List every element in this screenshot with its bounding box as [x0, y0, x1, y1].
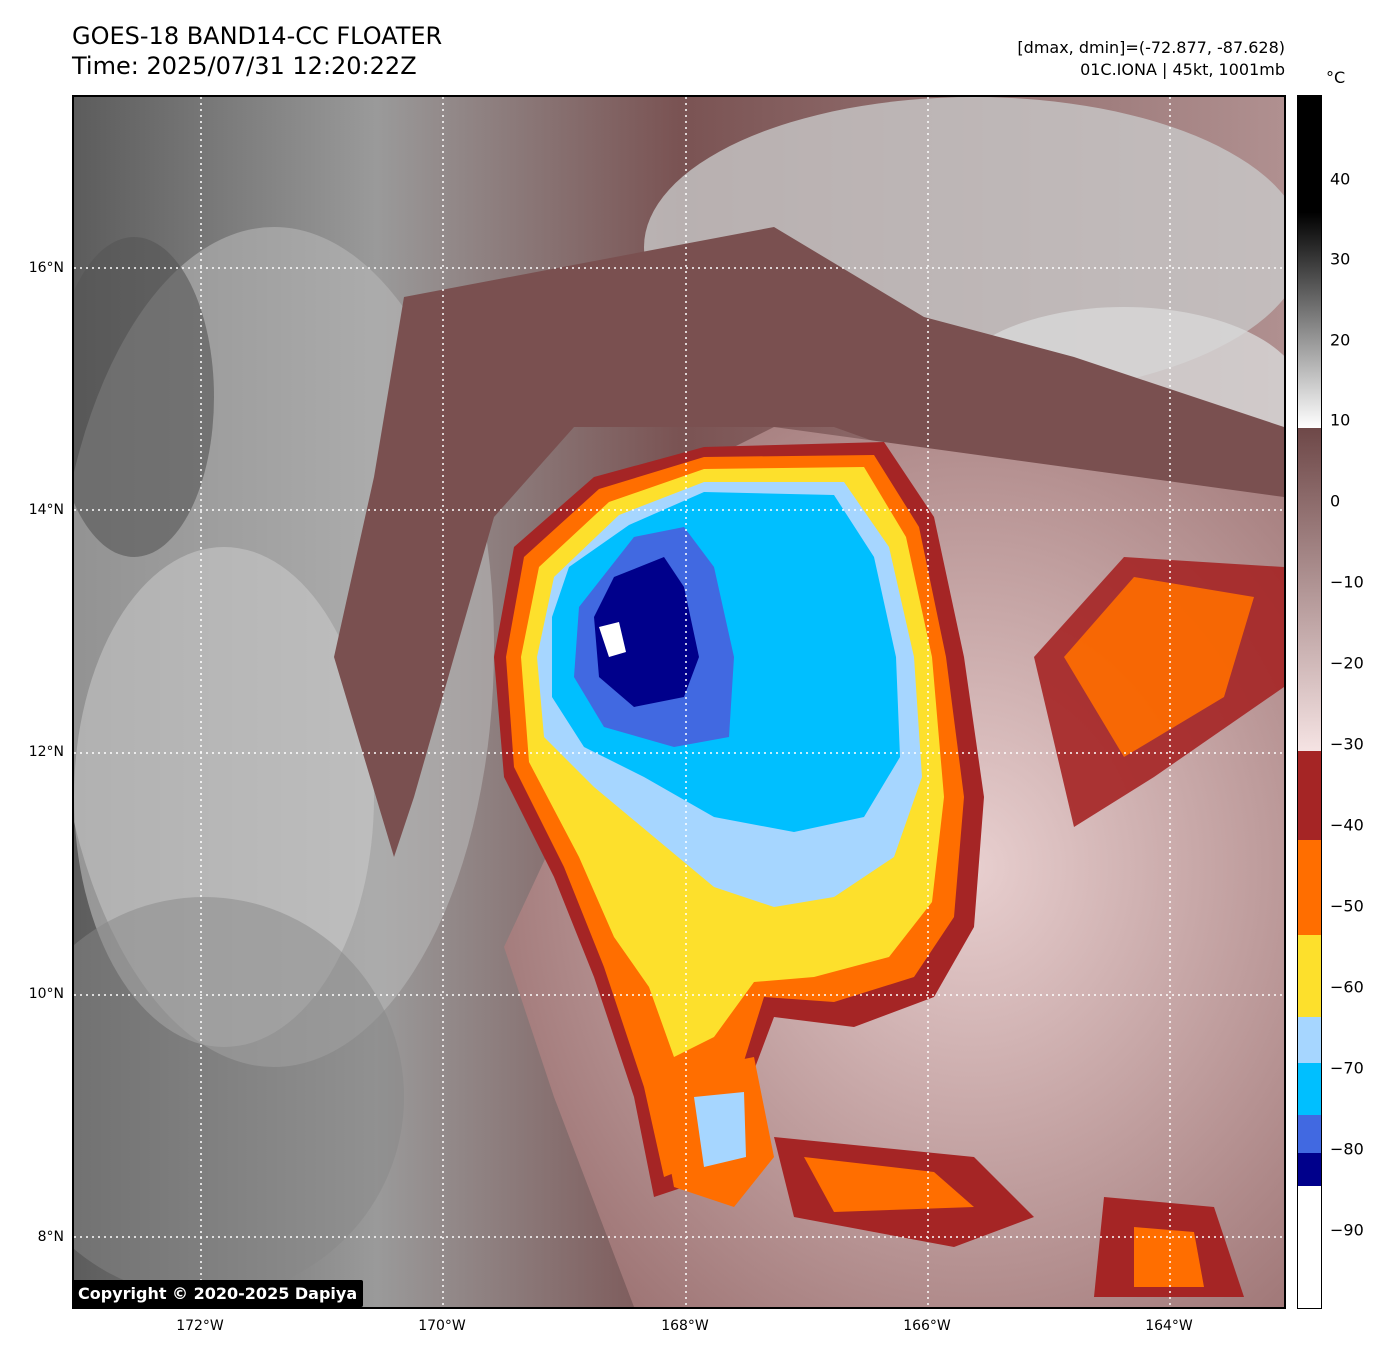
cbar-label-20: 20 [1330, 330, 1351, 350]
cbar-label-neg20: −20 [1330, 653, 1364, 673]
infrared-imagery [74, 97, 1284, 1307]
cbar-label-40: 40 [1330, 169, 1351, 189]
temperature-range: [dmax, dmin]=(-72.877, -87.628) [1017, 38, 1285, 57]
cbar-label-0: 0 [1330, 491, 1341, 511]
copyright-label: Copyright © 2020-2025 Dapiya [72, 1280, 364, 1307]
chart-title: GOES-18 BAND14-CC FLOATER [72, 22, 443, 50]
cbar-label-neg70: −70 [1330, 1058, 1364, 1078]
colorbar-gradient [1298, 96, 1321, 1308]
lon-label-164w: 164°W [1145, 1318, 1193, 1334]
cbar-label-neg80: −80 [1330, 1139, 1364, 1159]
cbar-label-30: 30 [1330, 249, 1351, 269]
lat-label-10n: 10°N [28, 986, 64, 1002]
cbar-label-neg60: −60 [1330, 977, 1364, 997]
cbar-label-neg40: −40 [1330, 815, 1364, 835]
lon-label-166w: 166°W [903, 1318, 951, 1334]
lat-label-8n: 8°N [37, 1229, 64, 1245]
lon-label-170w: 170°W [418, 1318, 466, 1334]
lon-label-172w: 172°W [176, 1318, 224, 1334]
lat-label-12n: 12°N [28, 744, 64, 760]
colorbar-unit: °C [1326, 68, 1346, 87]
cbar-label-neg90: −90 [1330, 1220, 1364, 1240]
storm-info: 01C.IONA | 45kt, 1001mb [1080, 60, 1285, 79]
cbar-label-neg10: −10 [1330, 572, 1364, 592]
cbar-label-10: 10 [1330, 410, 1351, 430]
timestamp: Time: 2025/07/31 12:20:22Z [72, 52, 417, 80]
lon-label-168w: 168°W [661, 1318, 709, 1334]
colorbar [1297, 95, 1322, 1309]
satellite-map [72, 95, 1286, 1309]
lat-label-16n: 16°N [28, 260, 64, 276]
lat-label-14n: 14°N [28, 502, 64, 518]
cbar-label-neg50: −50 [1330, 896, 1364, 916]
cbar-label-neg30: −30 [1330, 734, 1364, 754]
